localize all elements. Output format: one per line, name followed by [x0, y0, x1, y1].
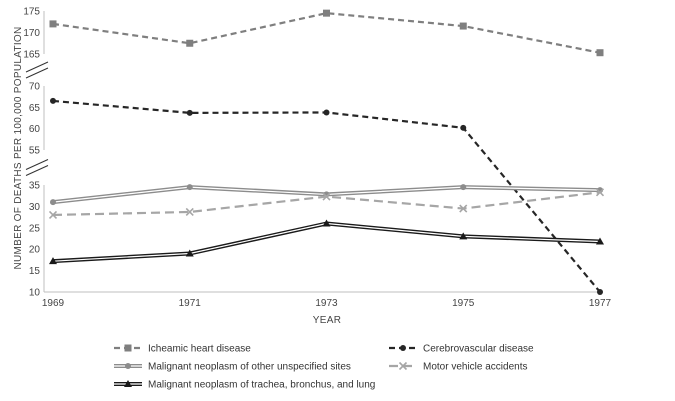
- x-tick-label: 1973: [315, 298, 338, 309]
- data-point: [50, 199, 56, 206]
- data-point: [186, 184, 193, 191]
- legend: Icheamic heart disease Cerebrovascular di…: [114, 344, 534, 391]
- data-point: [186, 109, 193, 116]
- data-point: [459, 22, 467, 30]
- data-point: [459, 232, 468, 240]
- axis-break-mark: [25, 67, 49, 79]
- x-tick-label: 1975: [452, 298, 475, 309]
- data-point: [596, 49, 604, 57]
- legend-label: Cerebrovascular disease: [423, 344, 534, 355]
- y-tick-label: 60: [29, 124, 41, 135]
- y-tick-label: 70: [29, 82, 41, 93]
- data-point: [323, 9, 330, 17]
- legend-marker: [400, 345, 406, 351]
- legend-label: Malignant neoplasm of trachea, bronchus,…: [148, 380, 375, 391]
- legend-label: Malignant neoplasm of other unspecified …: [148, 362, 351, 373]
- series-2: [50, 184, 603, 206]
- y-tick-label: 35: [29, 181, 41, 192]
- legend-item: Icheamic heart disease: [114, 344, 251, 355]
- data-point: [186, 39, 194, 47]
- legend-marker: [124, 344, 132, 352]
- y-tick-label: 15: [29, 266, 41, 277]
- series-0-line: [52, 12, 601, 54]
- series-4-line-outer: [52, 221, 601, 264]
- axis-break-mark: [25, 61, 49, 73]
- data-point: [323, 109, 330, 116]
- data-point: [49, 257, 57, 265]
- axes: 10 15 20 25 30 35 55 60 65 70 165 170 175 1969 1971 197…: [23, 7, 611, 310]
- legend-label: Motor vehicle accidents: [423, 362, 528, 373]
- data-point: [322, 219, 331, 227]
- y-tick-label: 55: [29, 146, 41, 157]
- data-point: [185, 249, 194, 257]
- y-tick-label: 175: [23, 7, 40, 18]
- data-point: [322, 192, 331, 201]
- data-point: [460, 184, 467, 191]
- y-tick-label: 165: [23, 50, 40, 61]
- series-3: [48, 188, 605, 220]
- y-tick-label: 25: [29, 223, 41, 234]
- data-point: [460, 124, 467, 131]
- axis-break-mark: [25, 165, 49, 176]
- legend-item: Malignant neoplasm of trachea, bronchus,…: [114, 380, 375, 391]
- data-point: [185, 207, 194, 217]
- series-4: [49, 219, 604, 265]
- series-0: [49, 9, 604, 57]
- legend-marker: [398, 361, 408, 371]
- data-point: [49, 20, 57, 28]
- y-axis-title: NUMBER OF DEATHS PER 100,000 POPULATION: [13, 26, 24, 269]
- x-tick-label: 1969: [42, 298, 65, 309]
- legend-item: Cerebrovascular disease: [389, 344, 534, 355]
- legend-marker: [124, 380, 132, 387]
- legend-marker: [125, 363, 131, 369]
- data-point: [597, 289, 603, 295]
- data-point: [595, 188, 605, 197]
- x-axis-title: YEAR: [313, 315, 341, 326]
- data-point: [50, 97, 56, 104]
- y-tick-label: 65: [29, 103, 41, 114]
- y-tick-label: 20: [29, 245, 41, 256]
- legend-item: Malignant neoplasm of other unspecified …: [114, 362, 351, 373]
- y-tick-label: 30: [29, 202, 41, 213]
- series-1: [50, 97, 603, 295]
- data-point: [48, 210, 58, 220]
- data-point: [459, 204, 468, 213]
- axis-break-mark: [25, 159, 49, 170]
- x-tick-label: 1977: [589, 298, 612, 309]
- series-layer: [48, 9, 605, 295]
- legend-label: Icheamic heart disease: [148, 344, 251, 355]
- y-tick-label: 170: [23, 28, 40, 39]
- data-point: [596, 237, 604, 245]
- legend-item: Motor vehicle accidents: [389, 362, 528, 373]
- x-tick-label: 1971: [179, 298, 202, 309]
- y-tick-label: 10: [29, 288, 41, 299]
